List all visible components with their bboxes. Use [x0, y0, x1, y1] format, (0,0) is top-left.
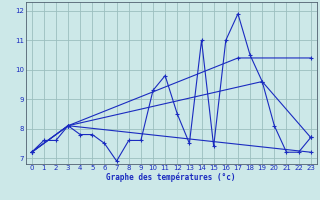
X-axis label: Graphe des températures (°c): Graphe des températures (°c) [107, 173, 236, 182]
